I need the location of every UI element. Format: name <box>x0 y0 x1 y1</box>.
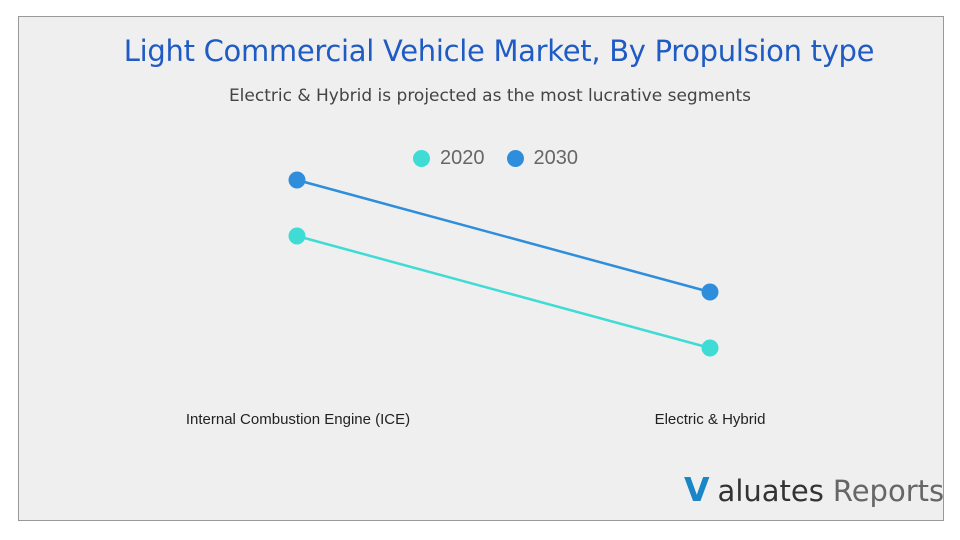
legend-label-2030: 2030 <box>533 147 579 169</box>
legend-label-2020: 2020 <box>440 147 485 169</box>
data-point-2030-1[interactable] <box>701 283 719 301</box>
x-tick-label-electric-hybrid: Electric & Hybrid <box>654 411 766 428</box>
chart-subtitle: Electric & Hybrid is projected as the mo… <box>228 86 752 106</box>
logo-v-mark: V <box>684 470 710 509</box>
chart-frame <box>18 16 944 521</box>
legend-item-2020[interactable]: 2020 <box>413 147 485 170</box>
legend-item-2030[interactable]: 2030 <box>506 147 579 170</box>
chart-title: Light Commercial Vehicle Market, By Prop… <box>123 34 875 68</box>
data-point-2020-0[interactable] <box>288 227 306 245</box>
legend: 2020 2030 <box>413 147 600 170</box>
legend-marker-2020 <box>413 150 430 167</box>
series-line-2030 <box>296 178 711 294</box>
data-point-2020-1[interactable] <box>701 339 719 357</box>
legend-marker-2030 <box>506 150 524 167</box>
series-line-2020 <box>296 234 711 350</box>
x-tick-label-ice: Internal Combustion Engine (ICE) <box>185 411 411 428</box>
data-point-2030-0[interactable] <box>288 171 306 189</box>
